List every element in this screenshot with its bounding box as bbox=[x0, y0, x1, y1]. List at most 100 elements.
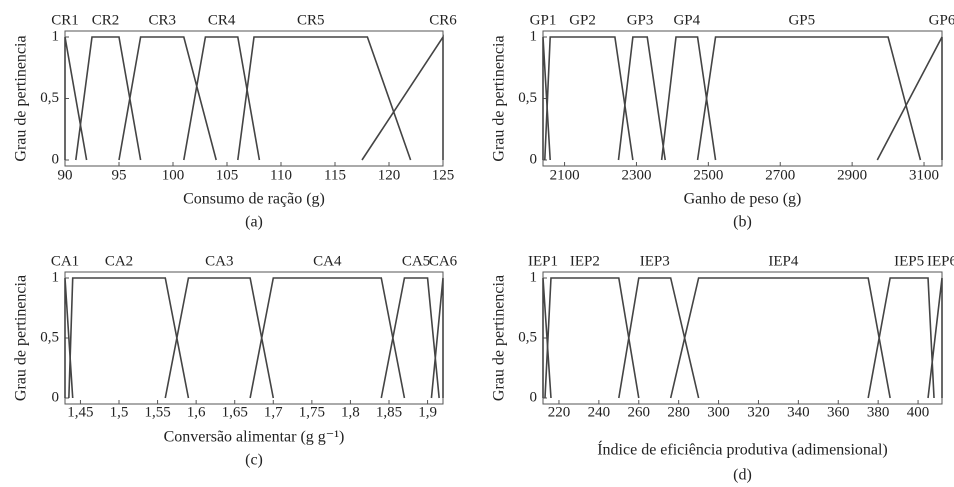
series-label: IEP6 bbox=[927, 253, 954, 269]
y-tick-label: 0,5 bbox=[40, 90, 59, 106]
y-tick-label: 0,5 bbox=[518, 90, 537, 106]
membership-line bbox=[380, 277, 440, 399]
x-tick-label: 90 bbox=[58, 167, 73, 183]
membership-line bbox=[876, 36, 943, 161]
x-tick-label: 1,9 bbox=[418, 404, 437, 420]
membership-line bbox=[249, 277, 406, 399]
membership-line bbox=[543, 36, 634, 161]
x-tick-label: 280 bbox=[667, 404, 690, 420]
x-tick-label: 2300 bbox=[621, 167, 651, 183]
series-label: CA1 bbox=[51, 253, 79, 269]
x-tick-label: 2500 bbox=[693, 167, 723, 183]
membership-line bbox=[660, 36, 717, 161]
x-tick-label: 1,8 bbox=[341, 404, 360, 420]
y-axis-label: Grau de pertinencia bbox=[13, 275, 30, 401]
y-tick-label: 1 bbox=[52, 28, 60, 44]
x-tick-label: 1,45 bbox=[67, 404, 93, 420]
series-label: GP1 bbox=[530, 12, 557, 28]
x-tick-label: 1,6 bbox=[187, 404, 206, 420]
membership-line bbox=[68, 277, 190, 399]
x-tick-label: 220 bbox=[548, 404, 571, 420]
membership-line bbox=[617, 36, 667, 161]
panel-caption: (b) bbox=[733, 214, 752, 231]
y-tick-label: 0,5 bbox=[40, 329, 59, 345]
x-tick-label: 120 bbox=[378, 167, 401, 183]
membership-line bbox=[542, 36, 551, 161]
membership-line bbox=[183, 36, 261, 161]
y-tick-label: 0 bbox=[52, 389, 60, 405]
x-tick-label: 2700 bbox=[765, 167, 795, 183]
x-tick-label: 105 bbox=[216, 167, 239, 183]
series-label: CR5 bbox=[297, 12, 325, 28]
membership-line bbox=[64, 36, 88, 161]
series-label: CR1 bbox=[51, 12, 79, 28]
x-tick-label: 1,75 bbox=[299, 404, 325, 420]
y-tick-label: 1 bbox=[52, 269, 60, 285]
panel-caption: (d) bbox=[733, 467, 752, 484]
y-tick-label: 1 bbox=[530, 28, 538, 44]
membership-line bbox=[618, 277, 700, 399]
panel-caption: (a) bbox=[245, 214, 263, 231]
x-tick-label: 1,55 bbox=[144, 404, 170, 420]
membership-line bbox=[669, 277, 891, 399]
x-tick-label: 125 bbox=[432, 167, 455, 183]
x-axis-label: Índice de eficiência produtiva (adimensi… bbox=[597, 440, 888, 459]
series-label: CR3 bbox=[148, 12, 176, 28]
y-tick-label: 0 bbox=[52, 151, 60, 167]
y-axis-label: Grau de pertinencia bbox=[13, 35, 30, 161]
x-tick-label: 3100 bbox=[909, 167, 939, 183]
series-label: IEP2 bbox=[570, 253, 600, 269]
x-tick-label: 1,7 bbox=[264, 404, 283, 420]
x-tick-label: 1,65 bbox=[222, 404, 248, 420]
x-axis-label: Consumo de ração (g) bbox=[183, 191, 325, 208]
x-tick-label: 2900 bbox=[837, 167, 867, 183]
x-axis-label: Conversão alimentar (g g⁻¹) bbox=[164, 429, 345, 446]
x-tick-label: 320 bbox=[747, 404, 770, 420]
y-tick-label: 0 bbox=[530, 389, 538, 405]
series-label: IEP5 bbox=[894, 253, 924, 269]
series-label: IEP4 bbox=[768, 253, 799, 269]
x-tick-label: 100 bbox=[162, 167, 185, 183]
x-tick-label: 300 bbox=[707, 404, 730, 420]
membership-line bbox=[430, 277, 444, 399]
x-tick-label: 95 bbox=[112, 167, 127, 183]
y-axis-label: Grau de pertinencia bbox=[491, 35, 508, 161]
series-label: GP6 bbox=[929, 12, 954, 28]
series-label: CR6 bbox=[429, 12, 457, 28]
membership-line bbox=[164, 277, 275, 399]
x-tick-label: 2100 bbox=[550, 167, 580, 183]
series-label: GP4 bbox=[673, 12, 700, 28]
series-label: CA5 bbox=[402, 253, 430, 269]
series-label: GP5 bbox=[788, 12, 815, 28]
x-tick-label: 1,85 bbox=[376, 404, 402, 420]
series-label: GP2 bbox=[569, 12, 596, 28]
membership-line bbox=[544, 277, 640, 399]
x-tick-label: 360 bbox=[827, 404, 850, 420]
x-tick-label: 1,5 bbox=[110, 404, 129, 420]
membership-line bbox=[542, 277, 552, 399]
membership-line bbox=[118, 36, 217, 161]
x-tick-label: 380 bbox=[867, 404, 890, 420]
series-label: CA2 bbox=[105, 253, 133, 269]
x-tick-label: 260 bbox=[628, 404, 651, 420]
x-tick-label: 115 bbox=[324, 167, 346, 183]
x-tick-label: 400 bbox=[907, 404, 930, 420]
membership-line bbox=[237, 36, 412, 161]
series-label: CA3 bbox=[205, 253, 233, 269]
membership-line bbox=[867, 277, 935, 399]
panel-caption: (c) bbox=[245, 452, 263, 469]
membership-line bbox=[361, 34, 444, 161]
series-label: GP3 bbox=[627, 12, 654, 28]
y-tick-label: 0 bbox=[530, 151, 538, 167]
x-tick-label: 340 bbox=[787, 404, 810, 420]
membership-line bbox=[75, 36, 142, 161]
y-axis-label: Grau de pertinencia bbox=[491, 275, 508, 401]
y-tick-label: 0,5 bbox=[518, 329, 537, 345]
series-label: CA6 bbox=[429, 253, 458, 269]
plot-frame bbox=[542, 271, 943, 405]
y-tick-label: 1 bbox=[530, 269, 538, 285]
plot-frame bbox=[542, 30, 943, 167]
series-label: CR4 bbox=[208, 12, 236, 28]
x-axis-label: Ganho de peso (g) bbox=[684, 191, 802, 208]
